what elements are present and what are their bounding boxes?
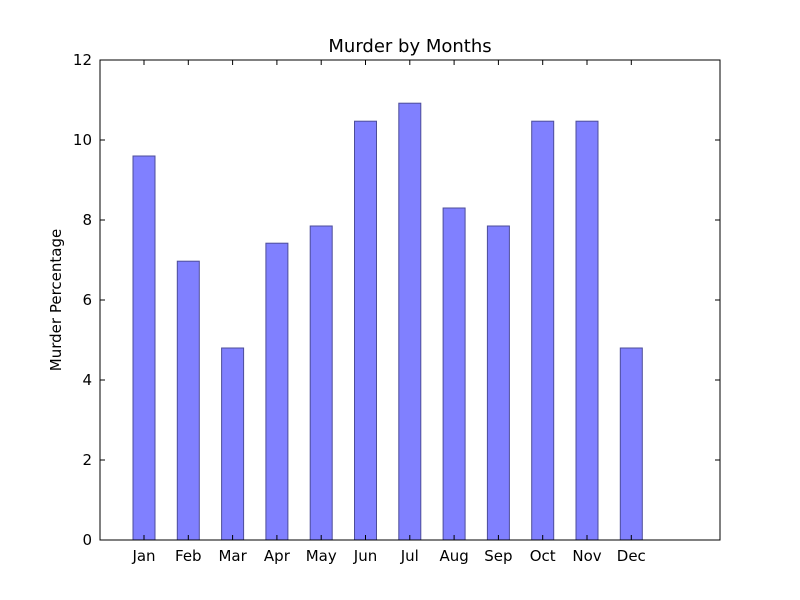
bar-apr xyxy=(265,242,289,541)
y-ticks-group: 0 2 4 6 8 10 12 xyxy=(73,51,720,549)
bars-group xyxy=(132,102,643,541)
y-tick-label: 8 xyxy=(82,211,92,229)
bar-may xyxy=(309,225,333,541)
y-tick-label: 10 xyxy=(73,131,92,149)
x-tick-label: Nov xyxy=(572,547,601,565)
y-tick-label: 0 xyxy=(82,531,92,549)
bar-dec xyxy=(619,347,643,541)
x-tick-label: Oct xyxy=(530,547,556,565)
x-tick-label: Aug xyxy=(439,547,468,565)
chart-title: Murder by Months xyxy=(328,36,491,57)
y-tick-label: 6 xyxy=(82,291,92,309)
x-ticks-group: Jan Feb Mar Apr May Jun Jul Aug Sep Oct Nov Dec xyxy=(131,60,646,565)
bar-jul xyxy=(398,102,422,541)
y-tick-label: 4 xyxy=(82,371,92,389)
y-tick-label: 2 xyxy=(82,451,92,469)
x-tick-label: Jul xyxy=(400,547,419,565)
bar-sep xyxy=(486,225,510,541)
bar-jun xyxy=(354,120,377,541)
x-tick-label: Jan xyxy=(131,547,155,565)
y-axis-label: Murder Percentage xyxy=(47,229,65,371)
bar-feb xyxy=(176,260,200,541)
x-tick-label: May xyxy=(306,547,337,565)
bar-nov xyxy=(575,120,599,541)
y-tick-label: 12 xyxy=(73,51,92,69)
x-tick-label: Dec xyxy=(617,547,646,565)
plot-frame xyxy=(99,59,721,541)
bar-oct xyxy=(531,120,555,541)
x-tick-label: Mar xyxy=(218,547,247,565)
bar-aug xyxy=(442,207,466,541)
x-tick-label: Feb xyxy=(175,547,202,565)
x-tick-label: Jun xyxy=(353,547,377,565)
bar-mar xyxy=(221,347,245,541)
bar-jan xyxy=(132,155,156,541)
x-tick-label: Sep xyxy=(484,547,512,565)
x-tick-label: Apr xyxy=(264,547,291,565)
